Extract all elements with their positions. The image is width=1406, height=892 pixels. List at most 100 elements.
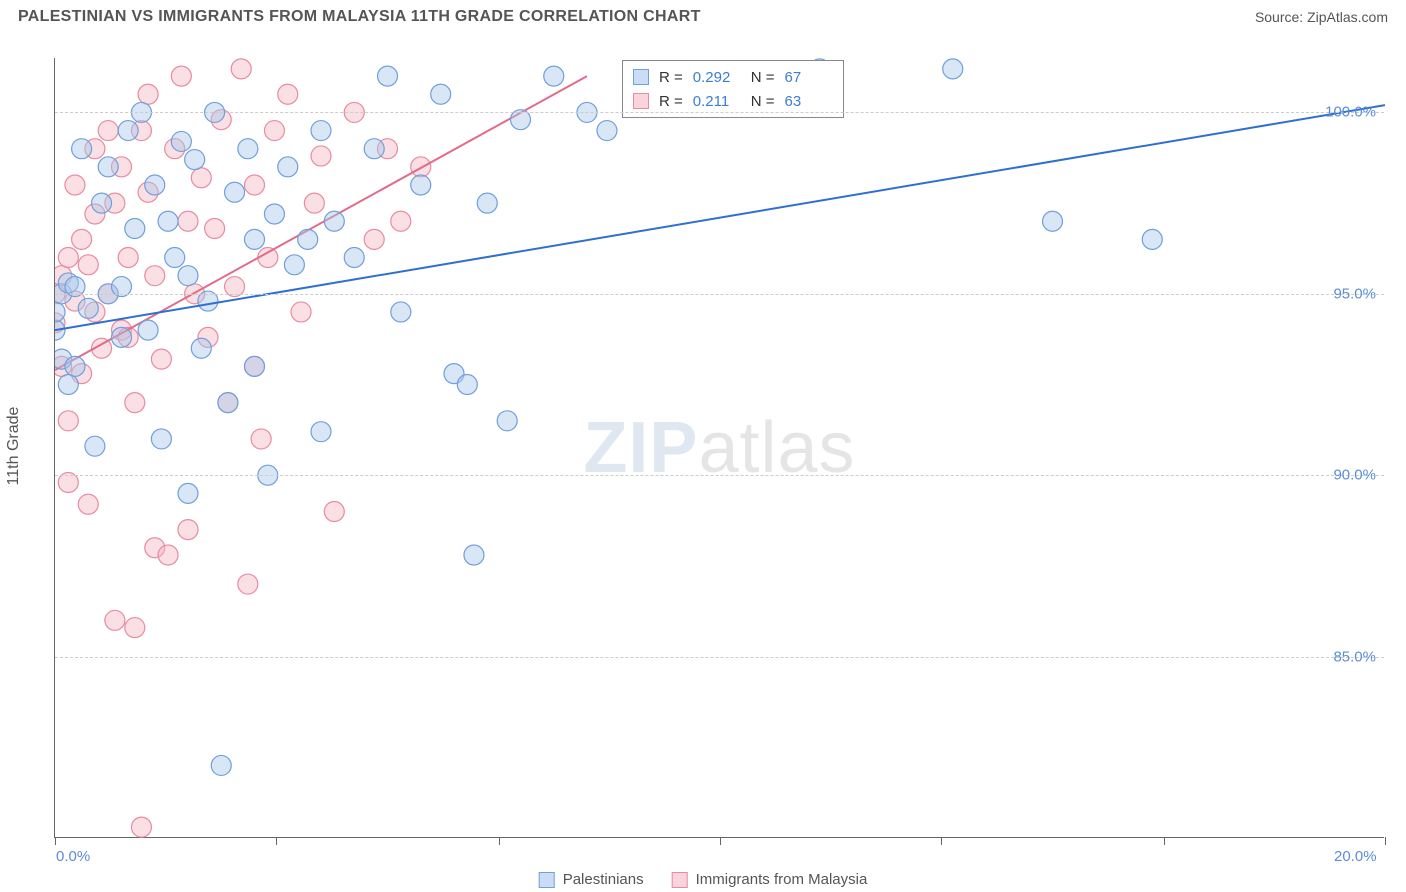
data-point (158, 545, 178, 565)
data-point (264, 204, 284, 224)
legend-item-palestinians: Palestinians (539, 871, 644, 888)
data-point (311, 422, 331, 442)
data-point (391, 211, 411, 231)
y-axis-label: 11th Grade (5, 407, 23, 486)
data-point (431, 84, 451, 104)
trend-line (55, 105, 1385, 330)
n-label: N = (751, 69, 775, 86)
y-tick-label: 95.0% (1333, 285, 1376, 302)
data-point (218, 393, 238, 413)
x-axis-max-label: 20.0% (1334, 848, 1377, 865)
data-point (364, 139, 384, 159)
x-tick (276, 837, 277, 845)
legend-row-immigrants: R = 0.211 N = 63 (633, 89, 833, 113)
data-point (464, 545, 484, 565)
data-point (158, 211, 178, 231)
data-point (98, 157, 118, 177)
x-tick (499, 837, 500, 845)
data-point (544, 66, 564, 86)
data-point (165, 248, 185, 268)
legend-row-palestinians: R =0.292N =67 (633, 65, 833, 89)
data-point (78, 255, 98, 275)
data-point (145, 266, 165, 286)
data-point (457, 375, 477, 395)
data-point (378, 66, 398, 86)
data-point (58, 411, 78, 431)
r-value: 0.292 (693, 69, 741, 86)
data-point (118, 121, 138, 141)
data-point (151, 349, 171, 369)
gridline (55, 294, 1384, 295)
legend-item-immigrants: Immigrants from Malaysia (672, 871, 868, 888)
r-value: 0.211 (693, 93, 741, 110)
data-point (151, 429, 171, 449)
data-point (245, 229, 265, 249)
data-point (238, 574, 258, 594)
data-point (125, 393, 145, 413)
data-point (311, 146, 331, 166)
data-point (171, 66, 191, 86)
n-value: 67 (785, 69, 833, 86)
data-point (131, 817, 151, 837)
data-point (258, 248, 278, 268)
data-point (171, 131, 191, 151)
data-point (178, 211, 198, 231)
data-point (178, 483, 198, 503)
data-point (125, 618, 145, 638)
data-point (245, 356, 265, 376)
r-label: R = (659, 93, 683, 110)
x-tick (1385, 837, 1386, 845)
swatch-icon (633, 69, 649, 85)
data-point (58, 248, 78, 268)
data-point (364, 229, 384, 249)
data-point (284, 255, 304, 275)
data-point (1142, 229, 1162, 249)
data-point (118, 248, 138, 268)
gridline (55, 112, 1384, 113)
data-point (72, 229, 92, 249)
data-point (178, 266, 198, 286)
n-label: N = (751, 93, 775, 110)
data-point (65, 175, 85, 195)
source-label: Source: ZipAtlas.com (1255, 9, 1388, 25)
swatch-icon (672, 872, 688, 888)
correlation-legend: R = 0.292 N = 67 R = 0.211 N = 63 (622, 60, 844, 118)
swatch-icon (633, 93, 649, 109)
x-tick (1164, 837, 1165, 845)
data-point (1043, 211, 1063, 231)
data-point (58, 375, 78, 395)
data-point (943, 59, 963, 79)
data-point (125, 219, 145, 239)
data-point (178, 520, 198, 540)
data-point (304, 193, 324, 213)
data-point (251, 429, 271, 449)
data-point (477, 193, 497, 213)
data-point (92, 193, 112, 213)
data-point (138, 320, 158, 340)
data-point (205, 219, 225, 239)
data-point (291, 302, 311, 322)
data-point (211, 755, 231, 775)
data-point (324, 501, 344, 521)
data-point (191, 338, 211, 358)
legend-label: Palestinians (563, 871, 644, 888)
data-point (497, 411, 517, 431)
data-point (145, 175, 165, 195)
data-point (264, 121, 284, 141)
scatter-svg (55, 58, 1385, 838)
n-value: 63 (785, 93, 833, 110)
y-tick-label: 90.0% (1333, 467, 1376, 484)
chart-plot-area: ZIPatlas R =0.292N =67R =0.211N =63 85.0… (54, 58, 1384, 838)
gridline (55, 475, 1384, 476)
x-tick (941, 837, 942, 845)
data-point (278, 84, 298, 104)
data-point (411, 175, 431, 195)
data-point (238, 139, 258, 159)
data-point (311, 121, 331, 141)
data-point (278, 157, 298, 177)
data-point (245, 175, 265, 195)
data-point (85, 436, 105, 456)
data-point (225, 182, 245, 202)
data-point (78, 298, 98, 318)
data-point (65, 356, 85, 376)
